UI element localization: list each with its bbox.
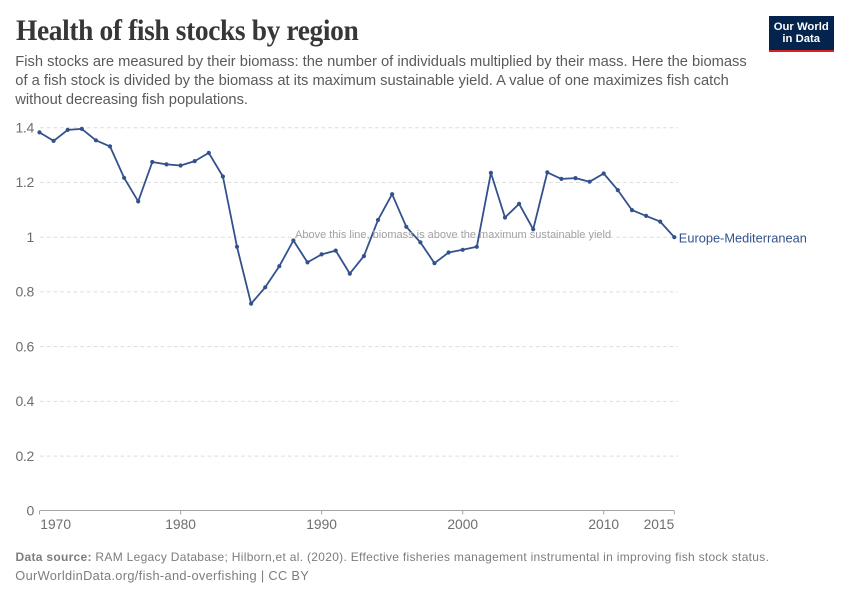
svg-text:0.6: 0.6 xyxy=(15,338,34,354)
svg-text:1.2: 1.2 xyxy=(15,174,34,190)
svg-text:1970: 1970 xyxy=(40,517,71,532)
svg-text:Europe-Mediterranean: Europe-Mediterranean xyxy=(679,231,807,246)
svg-text:0.8: 0.8 xyxy=(15,284,34,300)
svg-text:Above this line, biomass is ab: Above this line, biomass is above the ma… xyxy=(295,229,611,241)
svg-text:1.4: 1.4 xyxy=(15,120,34,136)
svg-text:1: 1 xyxy=(27,229,35,245)
svg-text:0.2: 0.2 xyxy=(15,448,34,464)
svg-text:0.4: 0.4 xyxy=(15,393,34,409)
svg-text:2000: 2000 xyxy=(447,517,478,532)
svg-text:2015: 2015 xyxy=(644,517,675,532)
svg-text:0: 0 xyxy=(27,503,35,519)
svg-text:1980: 1980 xyxy=(165,517,196,532)
svg-text:2010: 2010 xyxy=(588,517,619,532)
svg-text:1990: 1990 xyxy=(306,517,337,532)
